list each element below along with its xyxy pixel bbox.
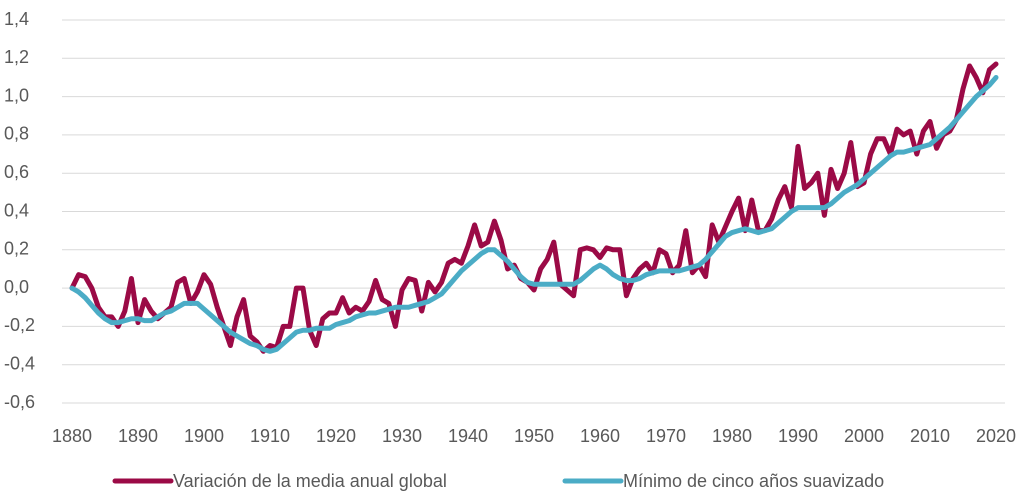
- y-tick-label: 1,2: [4, 47, 29, 67]
- y-tick-label: 0,2: [4, 239, 29, 259]
- y-tick-label: 1,0: [4, 85, 29, 105]
- x-tick-label: 1930: [382, 426, 422, 446]
- x-tick-label: 1990: [778, 426, 818, 446]
- x-tick-label: 1970: [646, 426, 686, 446]
- x-tick-label: 1890: [118, 426, 158, 446]
- x-tick-label: 2020: [976, 426, 1016, 446]
- y-tick-label: -0,4: [4, 353, 35, 373]
- x-tick-label: 2000: [844, 426, 884, 446]
- x-tick-label: 1940: [448, 426, 488, 446]
- y-tick-label: 0,0: [4, 277, 29, 297]
- legend-label: Variación de la media anual global: [173, 471, 447, 491]
- x-tick-label: 1880: [52, 426, 92, 446]
- x-tick-label: 1920: [316, 426, 356, 446]
- series-line: [69, 61, 999, 354]
- x-tick-label: 1900: [184, 426, 224, 446]
- y-tick-label: 0,4: [4, 200, 29, 220]
- y-tick-label: -0,2: [4, 315, 35, 335]
- x-tick-label: 1980: [712, 426, 752, 446]
- x-tick-label: 1960: [580, 426, 620, 446]
- x-tick-label: 1950: [514, 426, 554, 446]
- x-tick-label: 2010: [910, 426, 950, 446]
- y-tick-label: 1,4: [4, 9, 29, 29]
- legend-label: Mínimo de cinco años suavizado: [623, 471, 884, 491]
- x-tick-label: 1910: [250, 426, 290, 446]
- y-tick-label: -0,6: [4, 392, 35, 412]
- series-line: [69, 74, 999, 354]
- y-tick-label: 0,6: [4, 162, 29, 182]
- y-tick-label: 0,8: [4, 124, 29, 144]
